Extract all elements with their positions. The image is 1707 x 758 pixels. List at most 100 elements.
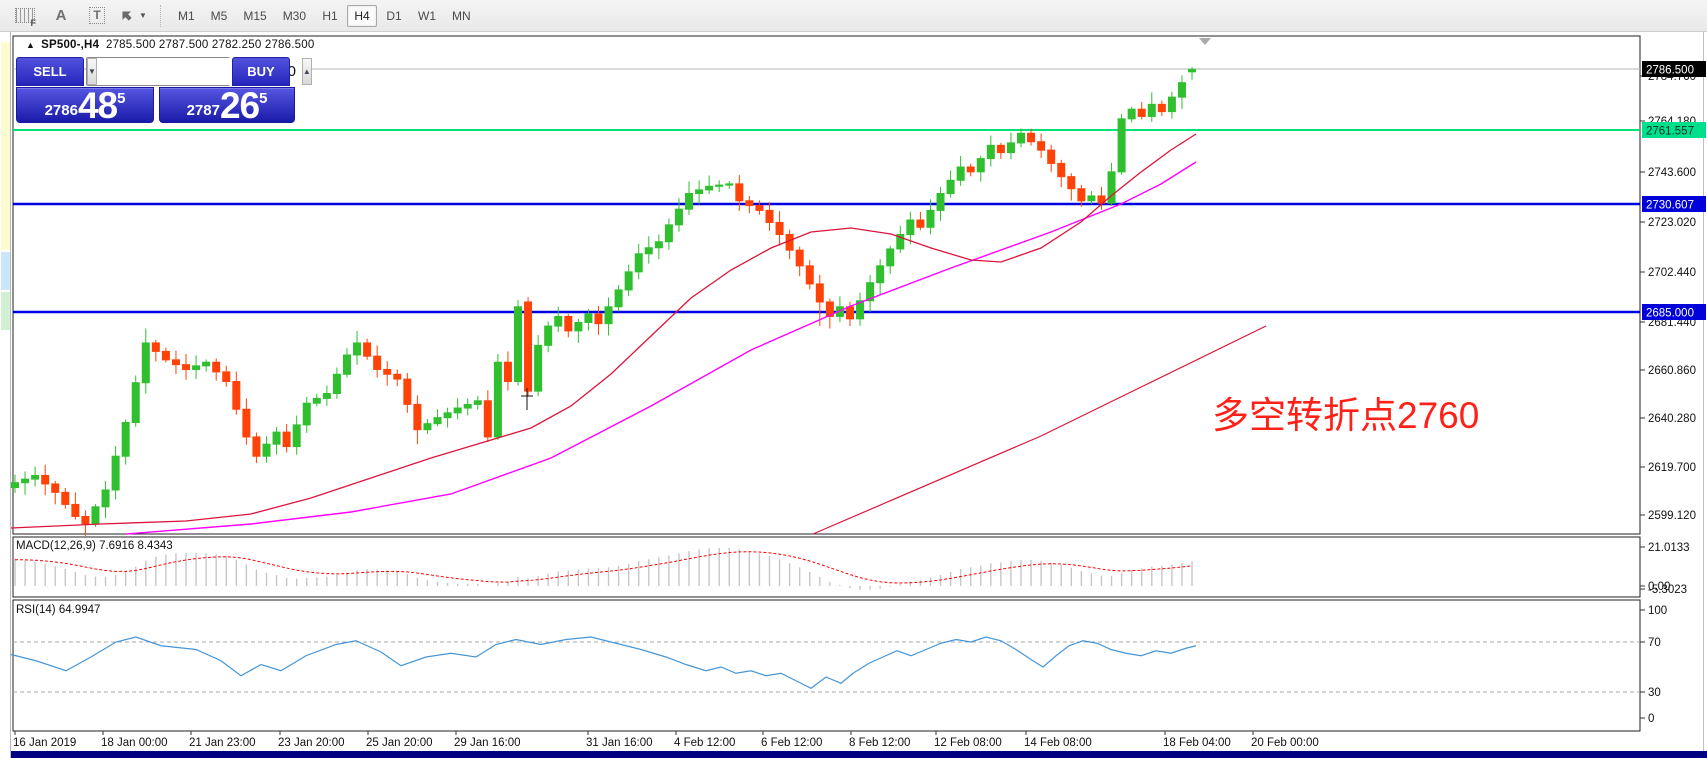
rsi-axis-label: 100: [1648, 605, 1667, 617]
axis-tick-label: 2619.700: [1648, 462, 1696, 474]
price-badge-label: 2685.000: [1646, 308, 1694, 320]
panel-frame: [12, 599, 1641, 732]
buy-price-sup: 5: [259, 90, 268, 107]
time-axis-label: 29 Jan 16:00: [454, 737, 521, 749]
chevron-down-icon: ▼: [139, 11, 147, 20]
time-axis-label: 23 Jan 20:00: [278, 737, 345, 749]
macd-histogram: [14, 547, 1193, 590]
time-axis-label: 21 Jan 23:00: [189, 737, 256, 749]
symbol-header: ▲ SP500-,H4 2785.500 2787.500 2782.250 27…: [26, 39, 314, 51]
buy-price-prefix: 2787: [186, 102, 220, 119]
timeframe-bar: M1 M5 M15 M30 H1 H4 D1 W1 MN: [171, 4, 480, 27]
axis-tick-label: 2743.600: [1648, 167, 1696, 179]
symbol-name: SP500-,H4: [41, 39, 100, 51]
cross-marker: [521, 388, 533, 410]
market-watch-edge: [1, 42, 10, 250]
text-box-glyph: T: [89, 7, 105, 24]
tf-button-M1[interactable]: M1: [178, 8, 195, 23]
rsi-axis-label: 30: [1648, 687, 1661, 699]
bottom-status-strip: [11, 751, 1707, 758]
time-axis-label: 8 Feb 12:00: [849, 737, 910, 749]
indicator-grid-glyph: F: [15, 8, 36, 28]
candlesticks: [11, 67, 1197, 536]
time-axis-label: 16 Jan 2019: [13, 737, 76, 749]
time-axis-label: 20 Feb 00:00: [1251, 737, 1319, 749]
market-watch-edge: [1, 292, 10, 330]
axis-tick-label: 2640.280: [1648, 413, 1696, 425]
toolbar-separator: [160, 4, 161, 27]
volume-decrease-button[interactable]: ▼: [87, 58, 97, 85]
volume-increase-button[interactable]: ▲: [301, 58, 312, 85]
time-axis-label: 6 Feb 12:00: [761, 737, 822, 749]
rsi-label: RSI(14) 64.9947: [16, 604, 101, 616]
buy-button[interactable]: BUY: [232, 57, 290, 86]
indicator-list-icon[interactable]: F: [10, 4, 40, 28]
arrow-objects-icon[interactable]: ▼: [118, 4, 148, 28]
buy-price-panel[interactable]: 2787 26 5: [159, 84, 295, 126]
sell-price-prefix: 2786: [44, 102, 78, 119]
text-object-icon[interactable]: T: [82, 4, 112, 28]
symbol-ohlc: 2785.500 2787.500 2782.250 2786.500: [105, 39, 315, 51]
ma-slow-magenta: [125, 161, 1197, 535]
price-axis[interactable]: 2784.7602764.1802743.6002723.0202702.440…: [1640, 61, 1706, 725]
price-badge: [1642, 196, 1706, 212]
time-axis[interactable]: 16 Jan 2019 18 Jan 00:00 21 Jan 23:00 23 Ja…: [13, 731, 1319, 749]
trade-controls-row: SELL ▼ ▲ BUY: [16, 57, 312, 86]
macd-axis-label: 21.0133: [1648, 542, 1690, 554]
axis-tick-label: 2723.020: [1648, 217, 1696, 229]
rsi-axis-label: 0: [1648, 713, 1654, 725]
volume-stepper: ▼ ▲: [86, 57, 312, 86]
tf-button-W1[interactable]: W1: [418, 8, 437, 23]
one-click-trade-panel: SELL ▼ ▲ BUY 2786 48 5 2787 26 5: [16, 57, 312, 126]
rsi-value: 64.9947: [58, 604, 101, 616]
price-badge-label: 2786.500: [1646, 65, 1694, 77]
macd-axis-label: -5.3023: [1648, 584, 1687, 596]
tf-button-M15[interactable]: M15: [243, 8, 267, 23]
time-axis-label: 25 Jan 20:00: [366, 737, 433, 749]
price-badge-label: 2730.607: [1646, 200, 1694, 212]
top-toolbar: F A T ▼ M1 M5 M15 M30 H1 H4 D1 W1 MN: [0, 0, 1707, 32]
chart-window: 2784.7602764.1802743.6002723.0202702.440…: [1, 32, 1707, 758]
ma-fast-crimson: [10, 133, 1197, 529]
sell-price-panel[interactable]: 2786 48 5: [16, 84, 154, 126]
font-label-icon[interactable]: A: [55, 7, 67, 24]
macd-label: MACD(12,26,9) 7.6916 8.4343: [16, 540, 173, 552]
tf-button-M30[interactable]: M30: [282, 8, 307, 23]
tf-button-H1[interactable]: H1: [322, 8, 338, 23]
time-axis-label: 18 Feb 04:00: [1163, 737, 1231, 749]
sell-price-sup: 5: [117, 90, 126, 107]
sell-price-big: 48: [77, 84, 118, 126]
market-watch-edge: [1, 252, 10, 290]
axis-tick-label: 2702.440: [1648, 267, 1696, 279]
panel-frame: [12, 35, 1641, 535]
axis-tick-label: 2660.860: [1648, 365, 1696, 377]
time-axis-label: 18 Jan 00:00: [101, 737, 168, 749]
time-axis-label: 14 Feb 08:00: [1024, 737, 1092, 749]
macd-signal-line: [14, 551, 1193, 584]
price-badge-label: 2761.557: [1646, 126, 1694, 138]
macd-values: 7.6916 8.4343: [99, 540, 173, 552]
price-badge: [1642, 61, 1706, 77]
tf-button-H4[interactable]: H4: [347, 4, 378, 27]
sell-button[interactable]: SELL: [16, 57, 84, 86]
tf-button-M5[interactable]: M5: [210, 8, 228, 23]
tf-button-D1[interactable]: D1: [386, 8, 402, 23]
scroll-to-end-icon[interactable]: [1199, 38, 1211, 45]
macd-axis-label: 0.00: [1648, 581, 1670, 593]
trade-prices-row: 2786 48 5 2787 26 5: [16, 84, 296, 126]
price-badge: [1642, 122, 1706, 138]
trendline[interactable]: [812, 325, 1267, 535]
time-axis-label: 12 Feb 08:00: [934, 737, 1002, 749]
axis-tick-label: 2599.120: [1648, 510, 1696, 522]
horizontal-level-lines[interactable]: [13, 129, 1640, 314]
rsi-line: [10, 636, 1197, 689]
time-axis-label: 31 Jan 16:00: [586, 737, 653, 749]
rsi-axis-label: 70: [1648, 637, 1661, 649]
chart-annotation-text: 多空转折点2760: [1212, 395, 1480, 436]
time-axis-label: 4 Feb 12:00: [674, 737, 735, 749]
buy-price-big: 26: [219, 84, 260, 126]
tf-button-MN[interactable]: MN: [452, 8, 471, 23]
price-badge: [1642, 304, 1706, 320]
arrows-glyph: [122, 10, 132, 21]
